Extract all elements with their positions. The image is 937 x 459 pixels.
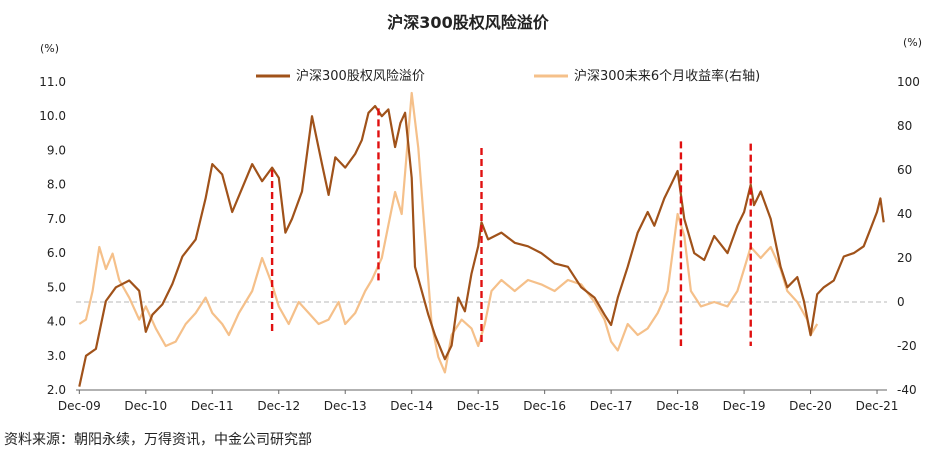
- x-tick-label: Dec-21: [856, 399, 899, 413]
- right-tick-label: -20: [897, 339, 917, 353]
- left-tick-label: 8.0: [47, 178, 66, 192]
- peak-markers: [270, 108, 752, 346]
- source-note: 资料来源：朝阳永续，万得资讯，中金公司研究部: [4, 431, 312, 448]
- legend-label-ret: 沪深300未来6个月收益率(右轴): [574, 68, 760, 84]
- left-tick-label: 7.0: [47, 212, 66, 226]
- right-axis-unit: (%): [903, 36, 922, 49]
- x-tick-label: Dec-14: [390, 399, 433, 413]
- series-line-erp: [78, 104, 885, 387]
- left-tick-label: 5.0: [47, 280, 66, 294]
- left-axis-ticks: 2.0 3.0 4.0 5.0 6.0 7.0 8.0 9.0 10.0 11.0: [39, 75, 66, 397]
- x-tick-label: Dec-20: [789, 399, 832, 413]
- right-tick-label: 60: [897, 163, 912, 177]
- x-tick-label: Dec-18: [656, 399, 699, 413]
- x-tick-label: Dec-13: [324, 399, 367, 413]
- x-axis-ticks: Dec-09 Dec-10 Dec-11 Dec-12 Dec-13 Dec-14 Dec-…: [58, 390, 899, 413]
- right-axis-ticks: -40 -20 0 20 40 60 80 100: [897, 75, 920, 397]
- right-tick-label: 80: [897, 119, 912, 133]
- left-tick-label: 11.0: [39, 75, 66, 89]
- x-tick-label: Dec-10: [124, 399, 167, 413]
- chart-title: 沪深300股权风险溢价: [387, 13, 549, 32]
- x-tick-label: Dec-11: [191, 399, 234, 413]
- legend: 沪深300股权风险溢价 沪深300未来6个月收益率(右轴): [256, 68, 760, 84]
- legend-label-erp: 沪深300股权风险溢价: [296, 68, 425, 84]
- left-tick-label: 10.0: [39, 109, 66, 123]
- right-tick-label: 100: [897, 75, 920, 89]
- plot-area: 2.0 3.0 4.0 5.0 6.0 7.0 8.0 9.0 10.0 11.0 -40 -20 0…: [39, 75, 920, 413]
- x-tick-label: Dec-16: [523, 399, 566, 413]
- left-tick-label: 4.0: [47, 315, 66, 329]
- left-axis-unit: (%): [40, 42, 59, 55]
- x-tick-label: Dec-19: [723, 399, 766, 413]
- right-tick-label: -40: [897, 383, 917, 397]
- right-tick-label: 0: [897, 295, 905, 309]
- x-tick-label: Dec-17: [590, 399, 633, 413]
- left-tick-label: 3.0: [47, 349, 66, 363]
- right-tick-label: 20: [897, 251, 912, 265]
- x-tick-label: Dec-12: [257, 399, 300, 413]
- x-tick-label: Dec-09: [58, 399, 101, 413]
- x-tick-label: Dec-15: [457, 399, 500, 413]
- left-tick-label: 2.0: [47, 383, 66, 397]
- left-tick-label: 6.0: [47, 246, 66, 260]
- right-tick-label: 40: [897, 207, 912, 221]
- left-tick-label: 9.0: [47, 143, 66, 157]
- series-line-ret: [78, 91, 819, 374]
